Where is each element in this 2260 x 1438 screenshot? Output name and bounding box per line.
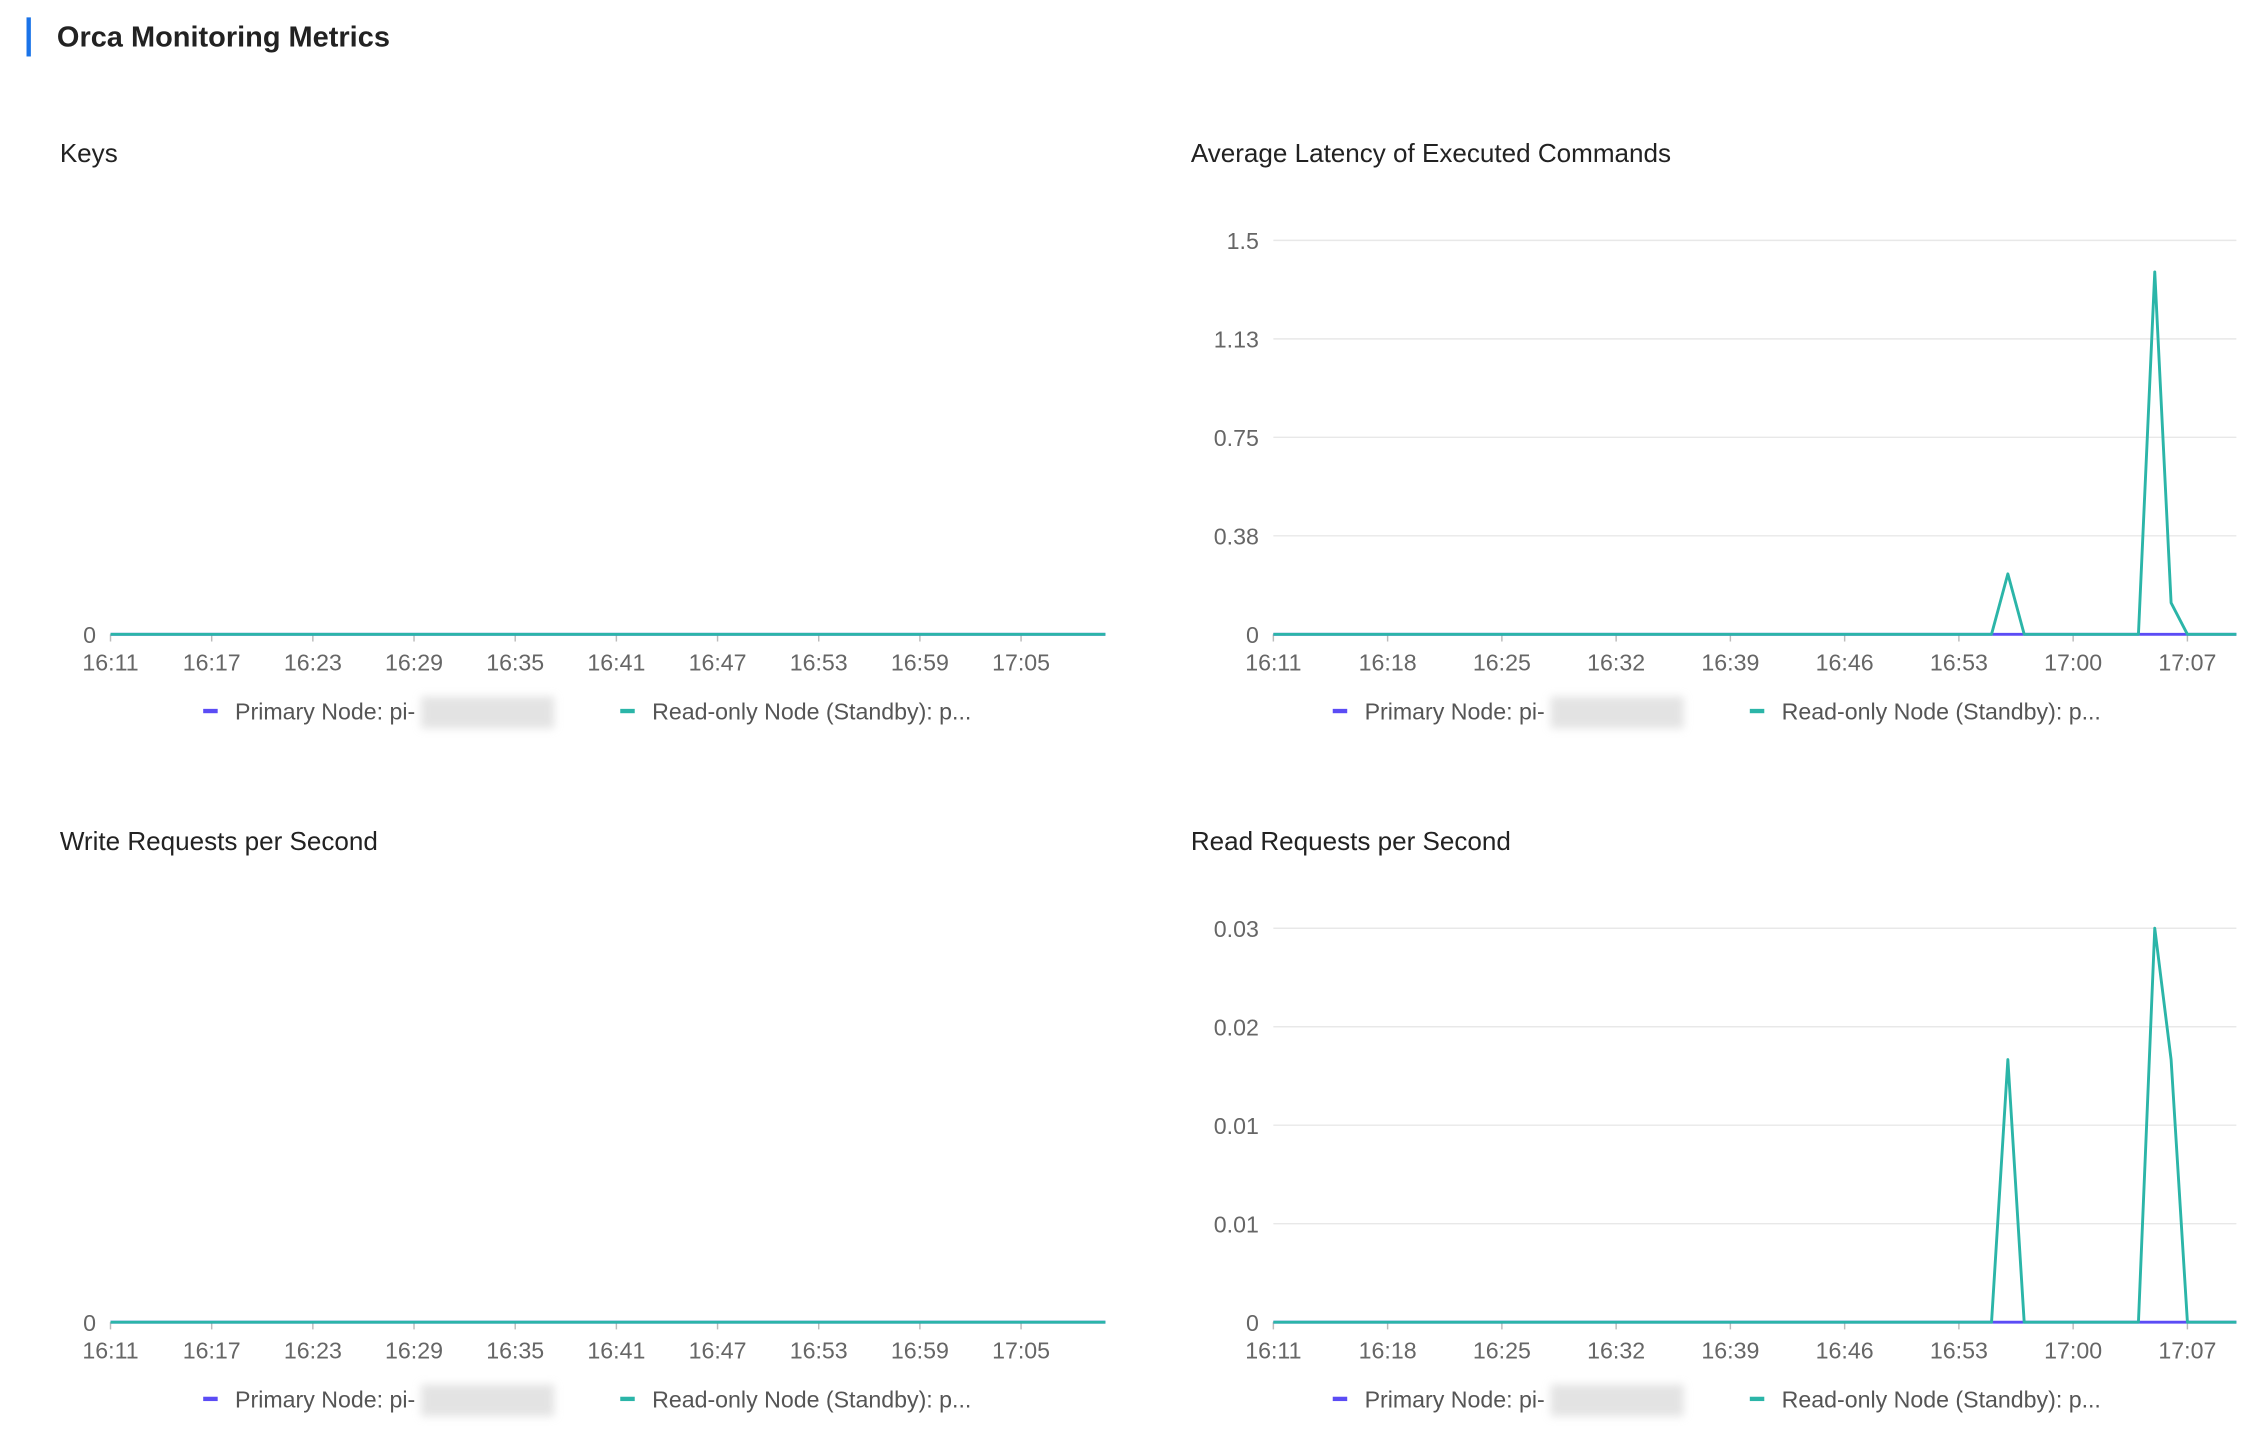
x-tick-label: 17:07 xyxy=(2158,1337,2216,1363)
legend-label: Read-only Node (Standby): p... xyxy=(1782,1387,2101,1413)
series-line xyxy=(1273,926,2237,1324)
x-tick-label: 16:35 xyxy=(486,649,544,675)
y-tick-label: 0.01 xyxy=(1214,1113,1259,1139)
legend-label: Primary Node: pi- xyxy=(1365,699,1545,725)
x-tick-label: 16:29 xyxy=(385,649,443,675)
x-tick-label: 16:53 xyxy=(1930,649,1988,675)
x-tick-label: 16:53 xyxy=(790,1337,848,1363)
redacted-name xyxy=(1550,1384,1684,1417)
x-tick-label: 17:07 xyxy=(2158,649,2216,675)
y-tick-label: 0.02 xyxy=(1214,1014,1259,1040)
y-tick-label: 0 xyxy=(1246,1310,1259,1336)
x-tick-label: 16:17 xyxy=(183,1337,241,1363)
x-tick-label: 16:53 xyxy=(790,649,848,675)
redacted-name xyxy=(1550,696,1684,729)
x-tick-label: 16:47 xyxy=(689,1337,747,1363)
y-tick-label: 0 xyxy=(83,1310,96,1336)
x-tick-label: 16:32 xyxy=(1587,1337,1645,1363)
x-tick-label: 16:23 xyxy=(284,649,342,675)
redacted-name xyxy=(421,1384,555,1417)
chart-title: Read Requests per Second xyxy=(1191,826,1511,856)
y-tick-label: 0.01 xyxy=(1214,1211,1259,1237)
legend-label: Read-only Node (Standby): p... xyxy=(1782,699,2101,725)
x-tick-label: 16:25 xyxy=(1473,1337,1531,1363)
y-tick-label: 1.13 xyxy=(1214,327,1259,353)
chart-title: Keys xyxy=(60,138,118,168)
x-tick-label: 16:53 xyxy=(1930,1337,1988,1363)
x-tick-label: 16:35 xyxy=(486,1337,544,1363)
page-title: Orca Monitoring Metrics xyxy=(57,21,390,53)
x-tick-label: 16:47 xyxy=(689,649,747,675)
x-tick-label: 16:41 xyxy=(587,1337,645,1363)
x-tick-label: 16:18 xyxy=(1359,649,1417,675)
y-tick-label: 1.5 xyxy=(1227,228,1259,254)
x-tick-label: 16:46 xyxy=(1816,649,1874,675)
x-tick-label: 17:00 xyxy=(2044,649,2102,675)
x-tick-label: 16:41 xyxy=(587,649,645,675)
x-tick-label: 16:18 xyxy=(1359,1337,1417,1363)
x-tick-label: 17:00 xyxy=(2044,1337,2102,1363)
x-tick-label: 16:11 xyxy=(1245,649,1301,675)
x-tick-label: 16:46 xyxy=(1816,1337,1874,1363)
series-line xyxy=(1273,270,2237,636)
y-tick-label: 0.38 xyxy=(1214,523,1259,549)
x-tick-label: 16:11 xyxy=(82,649,138,675)
header-accent xyxy=(26,17,31,57)
x-tick-label: 16:11 xyxy=(1245,1337,1301,1363)
legend-label: Read-only Node (Standby): p... xyxy=(652,1387,971,1413)
x-tick-label: 16:59 xyxy=(891,1337,949,1363)
chart-title: Write Requests per Second xyxy=(60,826,378,856)
y-tick-label: 0.03 xyxy=(1214,916,1259,942)
x-tick-label: 16:29 xyxy=(385,1337,443,1363)
redacted-name xyxy=(421,696,555,729)
x-tick-label: 16:59 xyxy=(891,649,949,675)
y-tick-label: 0.75 xyxy=(1214,425,1259,451)
x-tick-label: 17:05 xyxy=(992,649,1050,675)
chart-title: Average Latency of Executed Commands xyxy=(1191,138,1671,168)
y-tick-label: 0 xyxy=(83,622,96,648)
x-tick-label: 16:17 xyxy=(183,649,241,675)
y-tick-label: 0 xyxy=(1246,622,1259,648)
x-tick-label: 16:39 xyxy=(1701,1337,1759,1363)
x-tick-label: 17:05 xyxy=(992,1337,1050,1363)
x-tick-label: 16:23 xyxy=(284,1337,342,1363)
x-tick-label: 16:39 xyxy=(1701,649,1759,675)
x-tick-label: 16:11 xyxy=(82,1337,138,1363)
x-tick-label: 16:32 xyxy=(1587,649,1645,675)
legend-label: Primary Node: pi- xyxy=(235,699,415,725)
x-tick-label: 16:25 xyxy=(1473,649,1531,675)
legend-label: Primary Node: pi- xyxy=(235,1387,415,1413)
legend-label: Primary Node: pi- xyxy=(1365,1387,1545,1413)
legend-label: Read-only Node (Standby): p... xyxy=(652,699,971,725)
